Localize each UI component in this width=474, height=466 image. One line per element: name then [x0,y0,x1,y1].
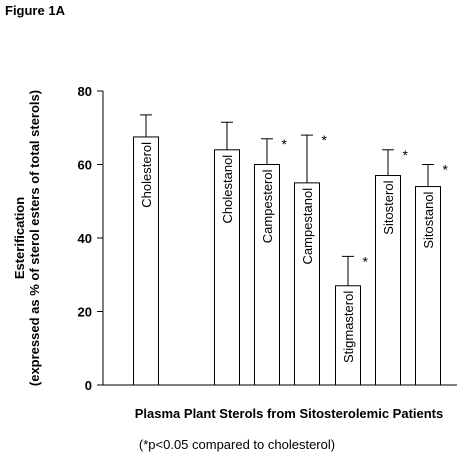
bar-category-label: Sitosterol [381,180,396,234]
y-tick-label: 40 [78,231,92,246]
y-tick-label: 20 [78,305,92,320]
y-axis-title-group: Esterification (expressed as % of sterol… [12,90,42,386]
y-tick-label: 60 [78,158,92,173]
bars: Cholesterol Cholestanol Campesterol * Campes… [134,115,449,385]
significance-marker: * [443,162,449,178]
bar-category-label: Cholesterol [139,142,154,208]
footnote: (*p<0.05 compared to cholesterol) [0,437,474,452]
y-axis-title: Esterification [12,197,27,279]
bar-category-label: Sitostanol [421,191,436,248]
y-tick-label: 80 [78,84,92,99]
significance-marker: * [363,253,369,269]
significance-marker: * [322,132,328,148]
y-tick-label: 0 [85,378,92,393]
bar-category-label: Campestanol [300,188,315,265]
bar-category-label: Campesterol [260,169,275,243]
y-axis-subtitle: (expressed as % of sterol esters of tota… [27,90,42,386]
x-axis-title: Plasma Plant Sterols from Sitosterolemic… [135,406,444,421]
bar-category-label: Cholestanol [220,155,235,224]
bar-category-label: Stigmasterol [341,291,356,363]
significance-marker: * [282,136,288,152]
significance-marker: * [403,147,409,163]
